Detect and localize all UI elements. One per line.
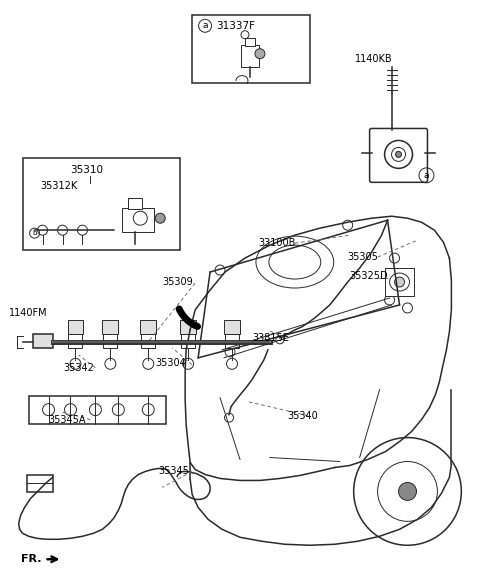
Text: b: b — [33, 230, 37, 236]
FancyBboxPatch shape — [69, 334, 83, 348]
FancyBboxPatch shape — [68, 320, 84, 334]
Text: 33100B: 33100B — [258, 238, 295, 248]
FancyBboxPatch shape — [128, 199, 142, 209]
Text: a: a — [203, 21, 208, 30]
Text: 1140KB: 1140KB — [355, 54, 392, 64]
Text: 1140FM: 1140FM — [9, 308, 48, 318]
Circle shape — [255, 48, 265, 58]
FancyBboxPatch shape — [122, 208, 154, 232]
FancyBboxPatch shape — [192, 15, 310, 82]
Text: 35305: 35305 — [348, 252, 379, 262]
FancyBboxPatch shape — [370, 128, 428, 182]
Circle shape — [155, 213, 165, 223]
Text: 35304: 35304 — [155, 358, 186, 368]
FancyBboxPatch shape — [181, 334, 195, 348]
Text: 35325D: 35325D — [350, 271, 388, 281]
FancyBboxPatch shape — [29, 396, 166, 423]
FancyBboxPatch shape — [140, 320, 156, 334]
FancyBboxPatch shape — [141, 334, 155, 348]
FancyBboxPatch shape — [103, 334, 117, 348]
FancyBboxPatch shape — [224, 320, 240, 334]
FancyBboxPatch shape — [180, 320, 196, 334]
FancyBboxPatch shape — [23, 158, 180, 250]
Text: 35345: 35345 — [158, 467, 189, 477]
FancyBboxPatch shape — [245, 38, 255, 46]
Text: FR.: FR. — [21, 554, 41, 564]
Circle shape — [398, 482, 417, 500]
FancyBboxPatch shape — [241, 45, 259, 67]
Text: 35342: 35342 — [63, 363, 95, 373]
FancyBboxPatch shape — [33, 334, 52, 348]
Text: 31337F: 31337F — [216, 21, 255, 31]
FancyBboxPatch shape — [225, 334, 239, 348]
Circle shape — [395, 277, 405, 287]
FancyBboxPatch shape — [26, 475, 52, 492]
Text: 33815E: 33815E — [252, 333, 289, 343]
FancyBboxPatch shape — [102, 320, 119, 334]
FancyBboxPatch shape — [384, 268, 415, 296]
Text: 35340: 35340 — [287, 411, 318, 420]
Text: 35310: 35310 — [71, 165, 104, 175]
Text: a: a — [424, 171, 429, 180]
Text: 35309: 35309 — [162, 277, 193, 287]
Text: 35312K: 35312K — [41, 181, 78, 192]
Text: 35345A: 35345A — [48, 415, 86, 425]
Circle shape — [396, 151, 402, 158]
